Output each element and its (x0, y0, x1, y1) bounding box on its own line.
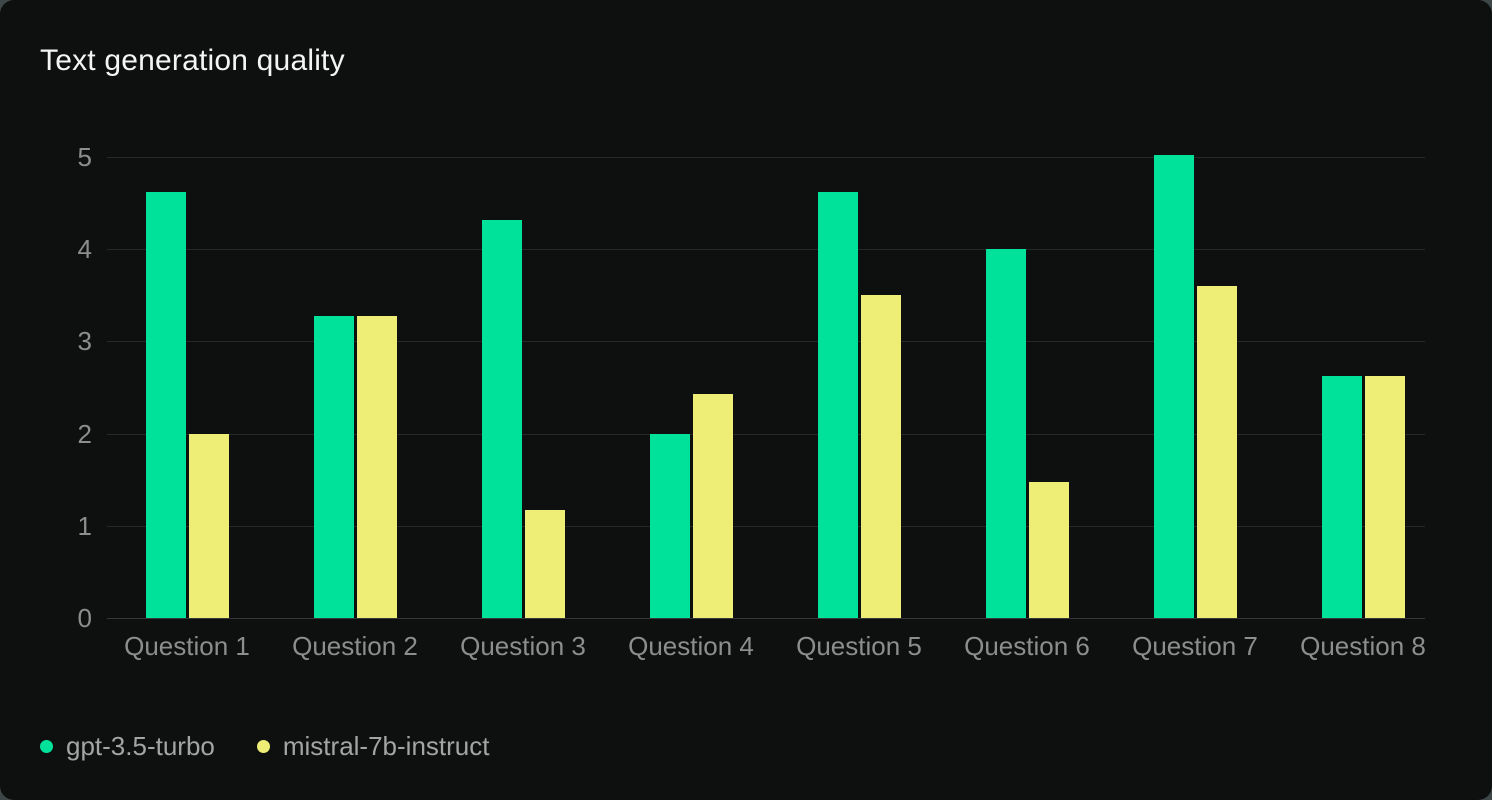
bar-gpt-3.5-turbo-question-5 (817, 192, 858, 618)
gridline-1 (107, 525, 1425, 527)
gridline-4 (107, 249, 1425, 251)
legend: gpt-3.5-turbo mistral-7b-instruct (40, 731, 489, 762)
bar-group-question-5 (775, 157, 943, 618)
x-tick-label-question-2: Question 2 (292, 631, 418, 661)
bar-group-question-4 (607, 157, 775, 618)
bar-mistral-7b-instruct-question-3 (524, 510, 565, 618)
x-tick-label-question-6: Question 6 (964, 631, 1090, 661)
bar-gpt-3.5-turbo-question-3 (481, 219, 522, 618)
legend-item-mistral-7b-instruct[interactable]: mistral-7b-instruct (256, 731, 490, 762)
legend-label: mistral-7b-instruct (282, 731, 490, 761)
bar-group-question-2 (271, 157, 439, 618)
bar-groups (103, 155, 1447, 618)
bar-mistral-7b-instruct-question-7 (1196, 286, 1237, 618)
legend-label: gpt-3.5-turbo (66, 731, 215, 761)
bar-mistral-7b-instruct-question-6 (1028, 482, 1069, 618)
bar-group-question-3 (439, 157, 607, 618)
y-tick-label-5: 5 (77, 142, 92, 172)
x-tick-label-question-1: Question 1 (124, 631, 250, 661)
bar-gpt-3.5-turbo-question-6 (985, 249, 1026, 618)
y-tick-label-3: 3 (77, 326, 92, 357)
bar-mistral-7b-instruct-question-4 (692, 393, 733, 618)
x-tick-label-question-5: Question 5 (796, 631, 922, 661)
gridline-3 (107, 341, 1425, 343)
legend-dot-icon (256, 740, 270, 753)
bar-gpt-3.5-turbo-question-8 (1321, 375, 1362, 618)
x-tick-label-question-3: Question 3 (460, 631, 586, 661)
x-tick-label-question-8: Question 8 (1300, 631, 1426, 661)
bar-gpt-3.5-turbo-question-7 (1153, 155, 1194, 618)
gridline-2 (107, 433, 1425, 435)
x-tick-label-question-7: Question 7 (1132, 631, 1258, 661)
gridline-0 (107, 618, 1425, 619)
bar-mistral-7b-instruct-question-2 (356, 315, 397, 618)
bar-mistral-7b-instruct-question-1 (188, 433, 229, 618)
y-tick-label-0: 0 (77, 603, 92, 633)
legend-dot-icon (40, 740, 53, 753)
bar-gpt-3.5-turbo-question-4 (649, 433, 690, 618)
y-axis: 0 1 2 3 4 5 (40, 144, 92, 631)
bar-group-question-1 (103, 157, 271, 618)
legend-item-gpt-3.5-turbo[interactable]: gpt-3.5-turbo (40, 731, 215, 762)
gridline-5 (107, 157, 1425, 158)
bar-group-question-6 (943, 157, 1111, 618)
x-axis: Question 1 Question 2 Question 3 Question 4… (103, 618, 1447, 662)
y-tick-label-4: 4 (77, 234, 92, 265)
chart-title: Text generation quality (40, 44, 345, 77)
bar-group-question-8 (1279, 157, 1447, 618)
y-tick-label-1: 1 (77, 510, 92, 541)
bar-mistral-7b-instruct-question-5 (860, 295, 901, 618)
y-tick-label-2: 2 (77, 418, 92, 449)
x-tick-label-question-4: Question 4 (628, 631, 754, 661)
plot-area: Question 1 Question 2 Question 3 Question 4… (103, 155, 1447, 661)
bar-group-question-7 (1111, 155, 1279, 618)
bar-gpt-3.5-turbo-question-2 (313, 315, 354, 618)
bar-mistral-7b-instruct-question-8 (1364, 375, 1405, 618)
bar-gpt-3.5-turbo-question-1 (145, 192, 186, 618)
